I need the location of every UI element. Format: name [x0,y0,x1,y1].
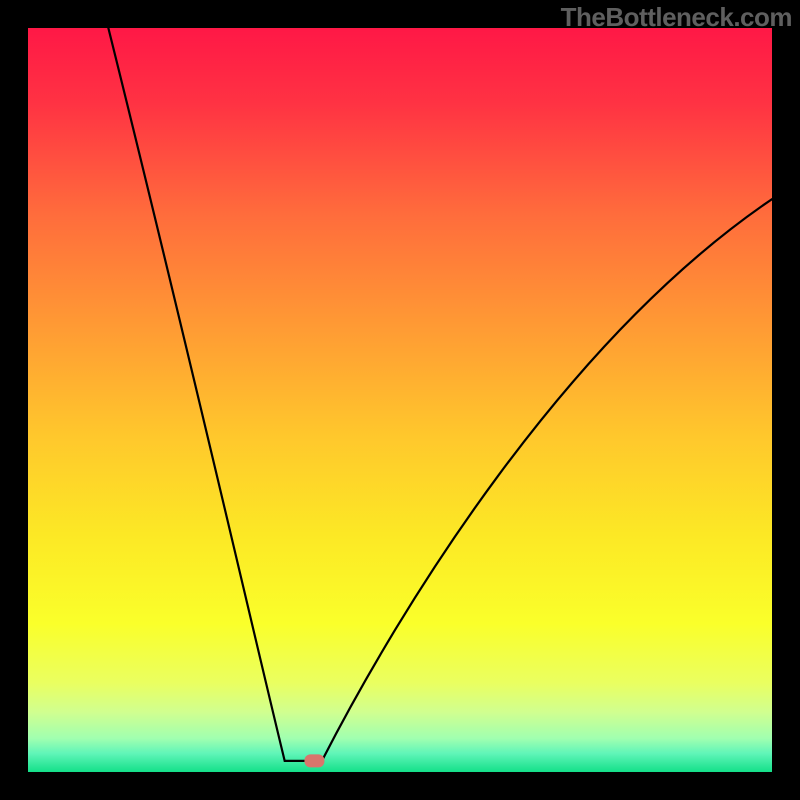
bottleneck-chart [28,28,772,772]
gradient-background [28,28,772,772]
optimal-point-marker [304,754,324,767]
watermark-text: TheBottleneck.com [561,2,792,33]
chart-frame [28,28,772,772]
